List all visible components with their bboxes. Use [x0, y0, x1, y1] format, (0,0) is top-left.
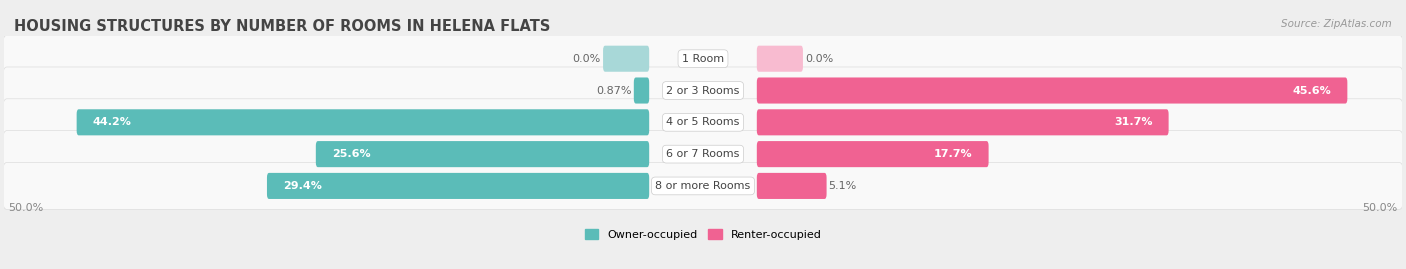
- Text: 0.0%: 0.0%: [806, 54, 834, 64]
- Text: Source: ZipAtlas.com: Source: ZipAtlas.com: [1281, 19, 1392, 29]
- FancyBboxPatch shape: [267, 173, 650, 199]
- FancyBboxPatch shape: [77, 109, 650, 135]
- Text: 0.87%: 0.87%: [596, 86, 631, 95]
- Text: 5.1%: 5.1%: [828, 181, 856, 191]
- FancyBboxPatch shape: [3, 99, 1403, 146]
- Text: 50.0%: 50.0%: [8, 203, 44, 213]
- Text: 17.7%: 17.7%: [934, 149, 973, 159]
- FancyBboxPatch shape: [634, 77, 650, 104]
- Text: 29.4%: 29.4%: [283, 181, 322, 191]
- Text: 50.0%: 50.0%: [1362, 203, 1398, 213]
- Text: HOUSING STRUCTURES BY NUMBER OF ROOMS IN HELENA FLATS: HOUSING STRUCTURES BY NUMBER OF ROOMS IN…: [14, 19, 550, 34]
- FancyBboxPatch shape: [3, 67, 1403, 114]
- Text: 6 or 7 Rooms: 6 or 7 Rooms: [666, 149, 740, 159]
- Text: 4 or 5 Rooms: 4 or 5 Rooms: [666, 117, 740, 127]
- Text: 44.2%: 44.2%: [93, 117, 132, 127]
- Text: 25.6%: 25.6%: [332, 149, 371, 159]
- Text: 45.6%: 45.6%: [1292, 86, 1331, 95]
- Text: 0.0%: 0.0%: [572, 54, 600, 64]
- FancyBboxPatch shape: [756, 141, 988, 167]
- FancyBboxPatch shape: [756, 46, 803, 72]
- FancyBboxPatch shape: [756, 109, 1168, 135]
- Text: 31.7%: 31.7%: [1114, 117, 1153, 127]
- Legend: Owner-occupied, Renter-occupied: Owner-occupied, Renter-occupied: [581, 225, 825, 244]
- Text: 8 or more Rooms: 8 or more Rooms: [655, 181, 751, 191]
- FancyBboxPatch shape: [756, 77, 1347, 104]
- FancyBboxPatch shape: [3, 130, 1403, 178]
- FancyBboxPatch shape: [3, 162, 1403, 210]
- FancyBboxPatch shape: [3, 35, 1403, 82]
- FancyBboxPatch shape: [756, 173, 827, 199]
- Text: 1 Room: 1 Room: [682, 54, 724, 64]
- FancyBboxPatch shape: [603, 46, 650, 72]
- Text: 2 or 3 Rooms: 2 or 3 Rooms: [666, 86, 740, 95]
- FancyBboxPatch shape: [316, 141, 650, 167]
